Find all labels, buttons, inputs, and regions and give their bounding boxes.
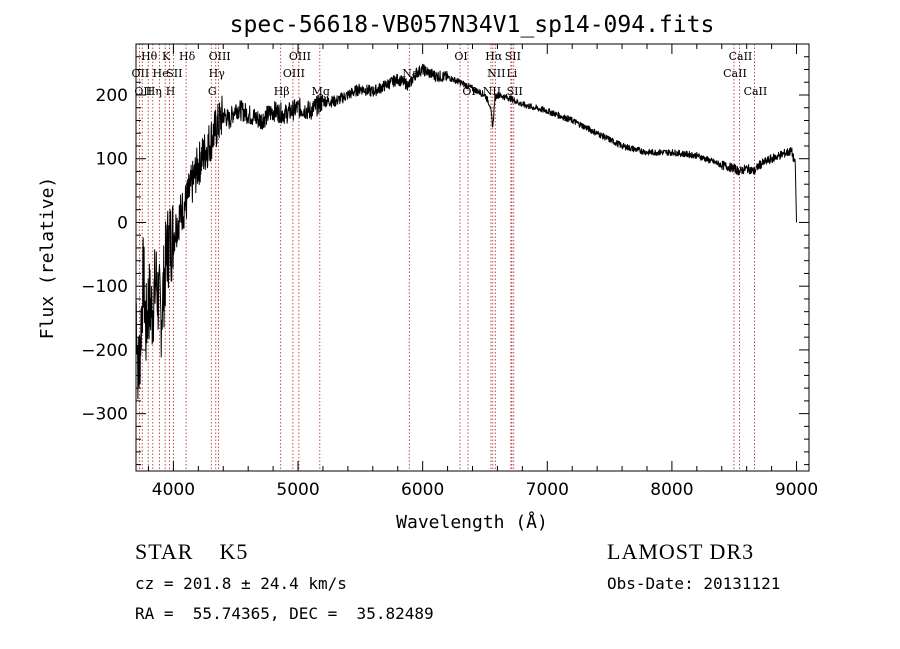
line-label-17: OI bbox=[454, 50, 467, 63]
line-label-11: OIII bbox=[209, 50, 231, 63]
line-label-8: Hδ bbox=[179, 50, 196, 63]
x-tick-label-4: 8000 bbox=[650, 480, 693, 500]
y-tick-label-1: −200 bbox=[81, 341, 128, 361]
line-label-27: CaII bbox=[744, 85, 768, 98]
line-label-10: Hγ bbox=[209, 67, 226, 80]
line-label-9: G bbox=[208, 85, 217, 98]
flux-line bbox=[135, 63, 797, 400]
line-label-5: K bbox=[162, 50, 171, 63]
y-tick-label-4: 100 bbox=[96, 150, 128, 170]
line-label-2: Hθ bbox=[141, 50, 158, 63]
y-tick-label-5: 200 bbox=[96, 86, 128, 106]
spectral-line-markers: OIIOIIHθHηHeKHSIIHδGHγOIIIHβOIIIOIIIMgNa… bbox=[132, 44, 768, 471]
x-tick-label-3: 7000 bbox=[526, 480, 569, 500]
line-label-24: SII bbox=[507, 85, 523, 98]
line-label-7: SII bbox=[166, 67, 182, 80]
object-class: STAR K5 bbox=[135, 539, 249, 564]
x-tick-label-5: 9000 bbox=[775, 480, 818, 500]
redshift-velocity: cz = 201.8 ± 24.4 km/s bbox=[135, 574, 347, 593]
x-tick-label-0: 4000 bbox=[152, 480, 195, 500]
x-axis: 4000 5000 6000 7000 8000 9000 bbox=[147, 44, 818, 500]
line-label-0: OII bbox=[132, 67, 150, 80]
line-label-12: Hβ bbox=[274, 85, 290, 98]
x-axis-label: Wavelength (Å) bbox=[396, 511, 548, 533]
line-label-23: SII bbox=[505, 50, 521, 63]
x-tick-label-2: 6000 bbox=[401, 480, 444, 500]
line-label-13: OIII bbox=[283, 67, 305, 80]
chart-title: spec-56618-VB057N34V1_sp14-094.fits bbox=[230, 12, 715, 38]
line-label-14: OIII bbox=[289, 50, 311, 63]
y-tick-label-0: −300 bbox=[81, 405, 128, 425]
y-axis: −300 −200 −100 0 100 200 bbox=[81, 43, 809, 466]
line-label-25: CaII bbox=[723, 67, 747, 80]
line-label-20: Hα bbox=[485, 50, 503, 63]
x-tick-label-1: 5000 bbox=[276, 480, 319, 500]
line-label-21: NII bbox=[487, 67, 505, 80]
ra-dec-coordinates: RA = 55.74365, DEC = 35.82489 bbox=[135, 604, 434, 623]
plot-frame bbox=[135, 43, 810, 472]
line-label-15: Mg bbox=[312, 85, 330, 98]
y-tick-label-3: 0 bbox=[117, 213, 128, 233]
line-label-6: H bbox=[166, 85, 176, 98]
observation-date: Obs-Date: 20131121 bbox=[607, 574, 781, 593]
y-axis-label: Flux (relative) bbox=[37, 177, 58, 340]
survey-name: LAMOST DR3 bbox=[607, 539, 755, 564]
line-label-3: Hη bbox=[146, 85, 162, 98]
y-tick-label-2: −100 bbox=[81, 277, 128, 297]
line-label-4: He bbox=[153, 67, 169, 80]
line-label-26: CaII bbox=[729, 50, 753, 63]
